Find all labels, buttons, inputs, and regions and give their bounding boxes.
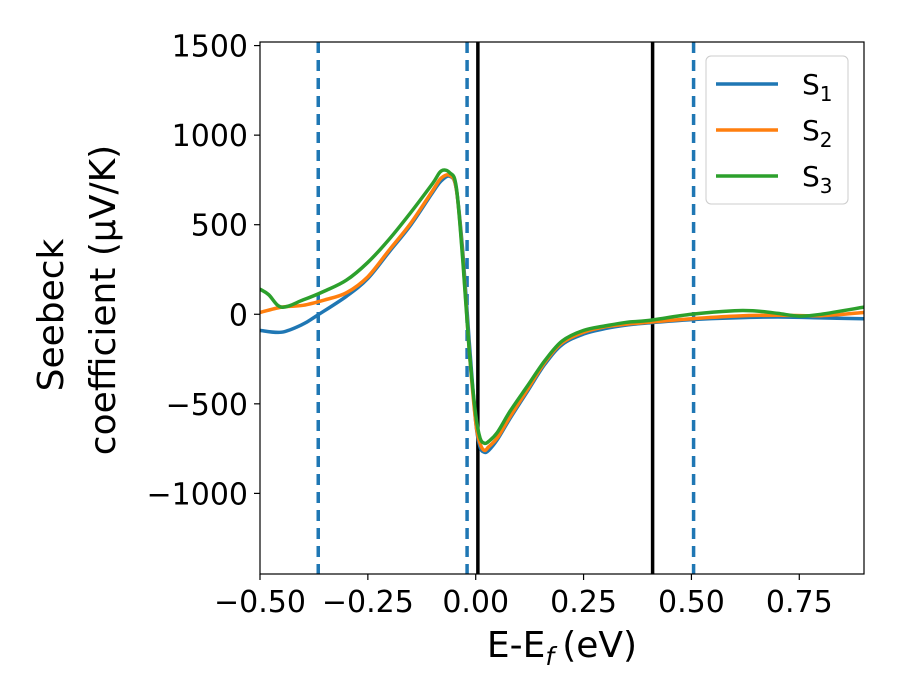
vertical-reference-lines xyxy=(316,42,696,574)
y-tick-label: 1500 xyxy=(172,30,248,65)
x-tick-label: 0.00 xyxy=(442,585,509,620)
y-tick-label: 500 xyxy=(191,209,248,244)
series-line-s3 xyxy=(260,168,864,446)
y-tick-label: 1000 xyxy=(172,119,248,154)
series-lines xyxy=(260,168,864,455)
x-axis-title-main: E-E xyxy=(487,625,545,666)
y-axis: 1500 1000 500 0 −500 −1000 xyxy=(147,30,260,512)
legend-label-s2: S2 xyxy=(802,114,833,152)
x-axis-title: E-Ef (eV) xyxy=(487,625,637,671)
plot-frame xyxy=(259,41,865,575)
x-tick-label: 0.50 xyxy=(658,585,725,620)
x-tick-label: 0.75 xyxy=(766,585,833,620)
legend-label-s1: S1 xyxy=(802,68,833,106)
y-axis-title-line1: Seebeck xyxy=(31,238,72,391)
y-tick-label: −500 xyxy=(166,388,248,423)
y-tick-label: −1000 xyxy=(147,477,248,512)
x-axis-title-sub: f xyxy=(545,642,557,671)
x-axis-title-unit: (eV) xyxy=(562,625,637,666)
y-tick-label: 0 xyxy=(229,298,248,333)
x-axis: −0.50 −0.25 0.00 0.25 0.50 0.75 xyxy=(214,574,833,620)
y-axis-title-line2: coefficient (μV/K) xyxy=(83,145,124,455)
x-tick-label: 0.25 xyxy=(550,585,617,620)
legend: S1 S2 S3 xyxy=(705,55,849,205)
x-tick-label: −0.25 xyxy=(322,585,414,620)
legend-label-s3: S3 xyxy=(802,160,833,198)
x-tick-label: −0.50 xyxy=(214,585,306,620)
